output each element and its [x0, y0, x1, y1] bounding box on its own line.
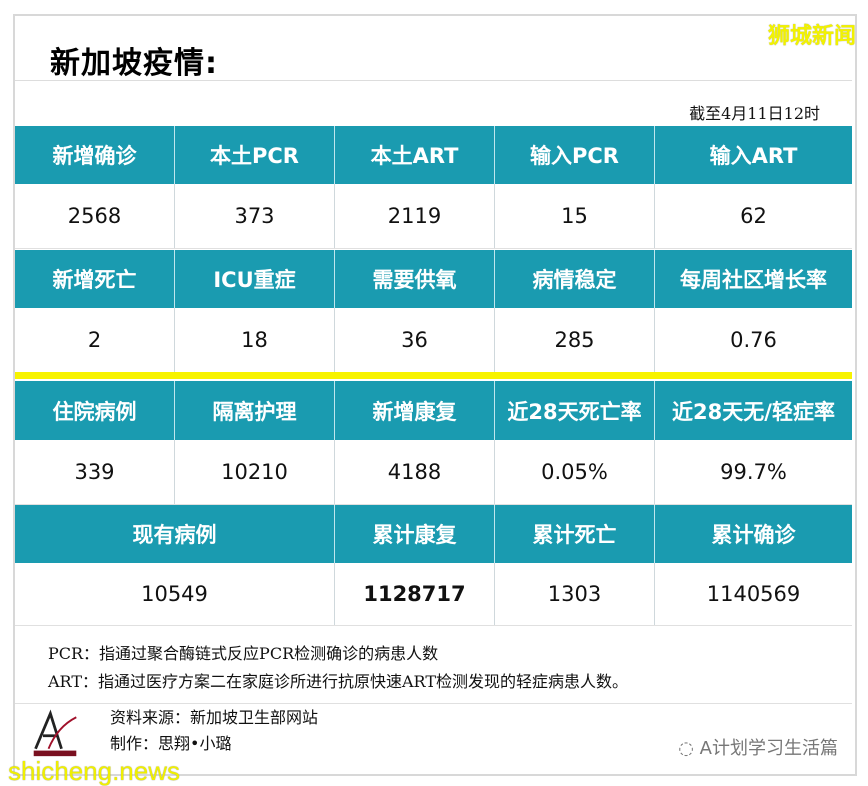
header-cell: 累计确诊	[655, 505, 852, 563]
header-cell: 新增死亡	[15, 250, 175, 308]
value-cell: 285	[495, 308, 655, 372]
header-cell: 近28天死亡率	[495, 381, 655, 440]
header-cell: 近28天无/轻症率	[655, 381, 852, 440]
value-cell: 0.76	[655, 308, 852, 372]
watermark-bottom: shicheng.news	[8, 756, 180, 786]
divider	[15, 80, 852, 81]
value-cell: 2119	[335, 184, 495, 248]
value-row: 10549 1128717 1303 1140569	[15, 563, 852, 626]
header-cell: 需要供氧	[335, 250, 495, 308]
wechat-icon: ◌	[678, 738, 700, 759]
value-cell: 15	[495, 184, 655, 248]
header-cell: 隔离护理	[175, 381, 335, 440]
header-cell: 新增确诊	[15, 126, 175, 184]
value-cell: 339	[15, 440, 175, 504]
watermark-top: 狮城新闻	[767, 24, 856, 49]
header-cell: 本土ART	[335, 126, 495, 184]
footer-credits: 资料来源：新加坡卫生部网站 制作：思翔•小璐	[110, 705, 318, 757]
header-cell: 新增康复	[335, 381, 495, 440]
value-cell: 1140569	[655, 563, 852, 625]
value-cell: 2	[15, 308, 175, 372]
header-cell: 住院病例	[15, 381, 175, 440]
header-cell: 本土PCR	[175, 126, 335, 184]
value-cell: 18	[175, 308, 335, 372]
value-cell: 4188	[335, 440, 495, 504]
header-row: 住院病例 隔离护理 新增康复 近28天死亡率 近28天无/轻症率	[15, 381, 852, 440]
wechat-account: ◌ A计划学习生活篇	[678, 738, 838, 759]
header-cell: 每周社区增长率	[655, 250, 852, 308]
value-cell: 36	[335, 308, 495, 372]
header-cell: 累计死亡	[495, 505, 655, 563]
value-cell: 10549	[15, 563, 335, 625]
value-cell: 1128717	[335, 563, 495, 625]
value-cell: 0.05%	[495, 440, 655, 504]
header-cell: 现有病例	[15, 505, 335, 563]
date-stamp: 截至4月11日12时	[689, 104, 820, 123]
source-text: 资料来源：新加坡卫生部网站	[110, 708, 319, 727]
value-row: 2 18 36 285 0.76	[15, 308, 852, 373]
header-row: 现有病例 累计康复 累计死亡 累计确诊	[15, 505, 852, 563]
value-cell: 99.7%	[655, 440, 852, 504]
notes: PCR：指通过聚合酶链式反应PCR检测确诊的病患人数 ART：指通过医疗方案二在…	[48, 640, 628, 696]
value-cell: 62	[655, 184, 852, 248]
value-cell: 1303	[495, 563, 655, 625]
divider	[15, 703, 852, 704]
value-cell: 2568	[15, 184, 175, 248]
note-art: ART：指通过医疗方案二在家庭诊所进行抗原快速ART检测发现的轻症病患人数。	[48, 672, 628, 691]
author-text: 制作：思翔•小璐	[110, 734, 232, 753]
value-row: 2568 373 2119 15 62	[15, 184, 852, 249]
value-row: 339 10210 4188 0.05% 99.7%	[15, 440, 852, 505]
header-row: 新增确诊 本土PCR 本土ART 输入PCR 输入ART	[15, 126, 852, 184]
header-row: 新增死亡 ICU重症 需要供氧 病情稳定 每周社区增长率	[15, 250, 852, 308]
page-title: 新加坡疫情:	[50, 46, 218, 81]
logo-icon	[33, 709, 77, 757]
yellow-divider	[15, 372, 852, 379]
note-pcr: PCR：指通过聚合酶链式反应PCR检测确诊的病患人数	[48, 644, 439, 663]
header-cell: 累计康复	[335, 505, 495, 563]
header-cell: 病情稳定	[495, 250, 655, 308]
header-cell: 输入PCR	[495, 126, 655, 184]
header-cell: 输入ART	[655, 126, 852, 184]
value-cell: 373	[175, 184, 335, 248]
value-cell: 10210	[175, 440, 335, 504]
header-cell: ICU重症	[175, 250, 335, 308]
